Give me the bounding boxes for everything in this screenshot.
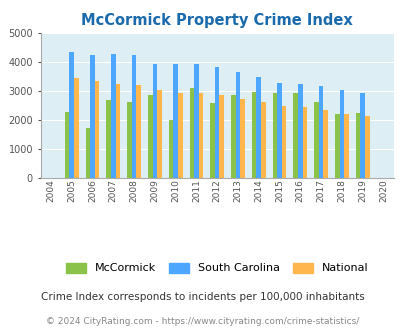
- Bar: [173, 64, 177, 178]
- Bar: [115, 84, 120, 178]
- Bar: [127, 102, 132, 178]
- Bar: [272, 93, 277, 178]
- Bar: [219, 95, 224, 178]
- Bar: [230, 95, 235, 178]
- Legend: McCormick, South Carolina, National: McCormick, South Carolina, National: [62, 259, 371, 277]
- Bar: [136, 85, 141, 178]
- Bar: [90, 55, 95, 178]
- Bar: [339, 90, 343, 178]
- Bar: [355, 114, 360, 178]
- Bar: [277, 83, 281, 178]
- Bar: [189, 88, 194, 178]
- Bar: [313, 102, 318, 178]
- Bar: [214, 67, 219, 178]
- Bar: [152, 64, 157, 178]
- Bar: [302, 107, 307, 178]
- Bar: [256, 77, 260, 178]
- Bar: [132, 55, 136, 178]
- Bar: [364, 116, 369, 178]
- Bar: [65, 112, 69, 178]
- Bar: [194, 64, 198, 178]
- Bar: [74, 78, 79, 178]
- Bar: [85, 128, 90, 178]
- Bar: [343, 114, 348, 178]
- Bar: [235, 73, 240, 178]
- Title: McCormick Property Crime Index: McCormick Property Crime Index: [81, 13, 352, 28]
- Bar: [281, 107, 286, 178]
- Bar: [297, 84, 302, 178]
- Bar: [251, 92, 256, 178]
- Bar: [318, 86, 323, 178]
- Text: Crime Index corresponds to incidents per 100,000 inhabitants: Crime Index corresponds to incidents per…: [41, 292, 364, 302]
- Bar: [323, 110, 327, 178]
- Bar: [334, 114, 339, 178]
- Bar: [260, 102, 265, 178]
- Bar: [360, 92, 364, 178]
- Text: © 2024 CityRating.com - https://www.cityrating.com/crime-statistics/: © 2024 CityRating.com - https://www.city…: [46, 317, 359, 326]
- Bar: [69, 51, 74, 178]
- Bar: [148, 95, 152, 178]
- Bar: [168, 119, 173, 178]
- Bar: [95, 81, 99, 178]
- Bar: [293, 92, 297, 178]
- Bar: [106, 100, 111, 178]
- Bar: [210, 103, 214, 178]
- Bar: [240, 99, 244, 178]
- Bar: [111, 54, 115, 178]
- Bar: [177, 92, 182, 178]
- Bar: [157, 90, 161, 178]
- Bar: [198, 93, 203, 178]
